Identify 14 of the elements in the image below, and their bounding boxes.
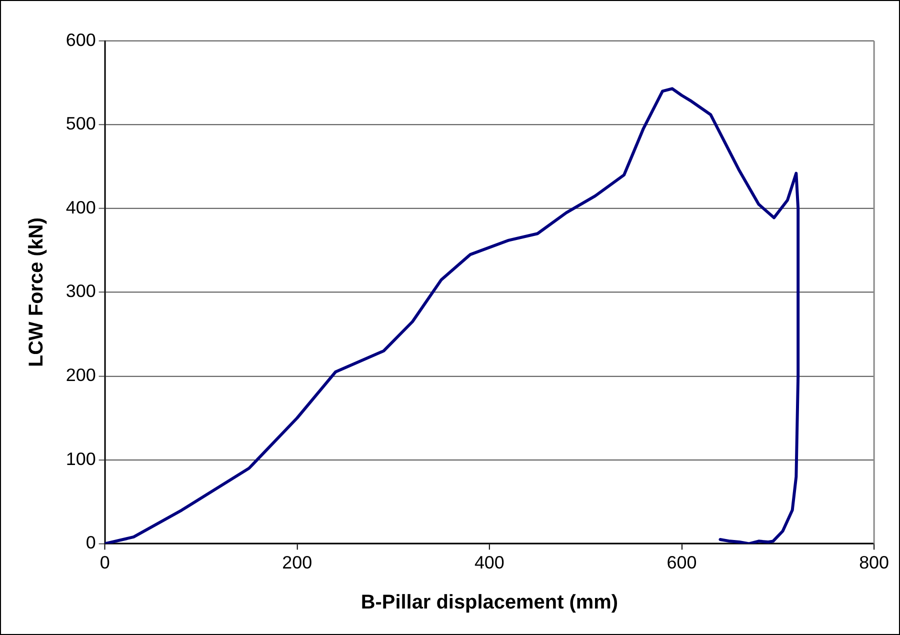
x-tick-label: 600 xyxy=(666,552,697,572)
y-axis-title: LCW Force (kN) xyxy=(25,218,48,368)
y-tick-label: 100 xyxy=(66,448,96,469)
x-tick-label: 400 xyxy=(474,552,504,572)
x-tick-label: 0 xyxy=(100,552,110,572)
y-tick-label: 0 xyxy=(86,532,96,553)
x-axis-title: B-Pillar displacement (mm) xyxy=(360,592,618,614)
y-tick-label: 500 xyxy=(66,114,96,134)
y-tick-label: 200 xyxy=(66,365,96,386)
y-tick-label: 600 xyxy=(66,30,96,50)
y-tick-label: 300 xyxy=(66,281,96,302)
x-tick-label: 800 xyxy=(859,552,890,572)
x-tick-label: 200 xyxy=(282,552,312,572)
y-tick-label: 400 xyxy=(66,197,96,218)
